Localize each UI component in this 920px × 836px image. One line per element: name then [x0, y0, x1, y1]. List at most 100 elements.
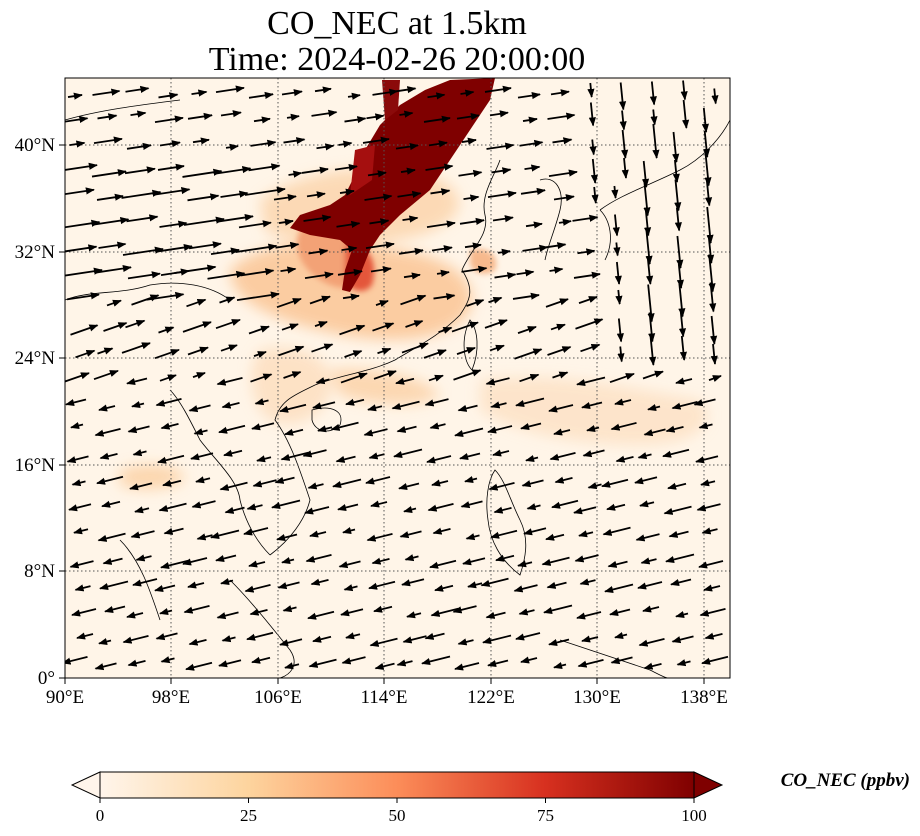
wind-arrow: [558, 218, 572, 226]
title-line-1: CO_NEC at 1.5km: [267, 5, 527, 42]
wind-arrow: [621, 157, 629, 179]
wind-arrow: [155, 632, 178, 641]
wind-arrow: [93, 217, 130, 226]
wind-arrow: [312, 635, 332, 643]
wind-arrow: [248, 163, 281, 172]
wind-arrow: [701, 107, 709, 133]
wind-arrow: [582, 449, 605, 458]
wind-arrow: [645, 227, 653, 265]
wind-arrow: [456, 347, 476, 355]
wind-arrow: [515, 397, 545, 408]
wind-arrow: [461, 265, 488, 273]
wind-arrow: [487, 659, 509, 668]
wind-arrow: [405, 320, 424, 328]
wind-arrow: [514, 348, 543, 360]
wind-arrow: [124, 166, 156, 175]
wind-arrow: [99, 452, 118, 460]
wind-arrow: [311, 109, 338, 117]
wind-arrow: [157, 454, 185, 464]
wind-arrow: [649, 81, 657, 106]
wind-arrow: [634, 476, 658, 485]
wind-arrow: [368, 452, 385, 460]
wind-arrow: [251, 422, 275, 431]
wind-arrow: [700, 479, 716, 487]
wind-arrow: [281, 89, 303, 97]
colorbar-label: CO_NEC (ppbv): [781, 770, 910, 791]
wind-arrow: [615, 455, 634, 463]
wind-arrow: [301, 166, 329, 174]
wind-arrow: [127, 425, 150, 434]
colorbar-extend-max: [693, 771, 724, 799]
wind-arrow: [344, 116, 367, 124]
wind-arrow: [675, 377, 693, 385]
wind-arrow: [157, 163, 185, 171]
wind-arrow: [216, 213, 254, 223]
wind-arrow: [99, 580, 129, 591]
wind-arrow: [283, 371, 302, 379]
wind-arrow: [73, 527, 89, 535]
map-frame: [64, 77, 731, 679]
wind-arrow: [665, 553, 695, 564]
wind-arrow: [466, 299, 485, 307]
wind-arrow: [438, 326, 453, 334]
wind-arrow: [369, 637, 398, 647]
wind-arrow: [526, 503, 541, 511]
wind-arrow: [74, 584, 91, 592]
wind-arrow: [517, 560, 533, 568]
wind-arrow: [460, 500, 483, 509]
wind-arrow: [676, 235, 684, 269]
wind-arrow: [396, 425, 417, 433]
wind-arrow: [154, 115, 184, 123]
wind-arrow: [193, 428, 208, 436]
lat-tick-label: 8°N: [24, 561, 55, 582]
wind-arrow: [330, 421, 359, 431]
wind-arrow: [485, 611, 506, 619]
wind-arrow: [305, 554, 332, 563]
wind-arrow: [155, 398, 182, 407]
wind-arrow: [159, 374, 177, 382]
wind-arrow: [678, 283, 686, 318]
wind-arrow: [362, 136, 390, 144]
wind-arrow: [235, 243, 278, 253]
wind-arrow: [517, 91, 541, 100]
wind-arrow: [587, 482, 602, 490]
wind-arrow: [375, 300, 389, 307]
wind-arrow: [223, 449, 243, 457]
wind-vectors: [65, 80, 729, 671]
wind-arrow: [70, 324, 99, 336]
wind-arrow: [65, 267, 103, 277]
wind-arrow: [482, 634, 512, 645]
wind-arrow: [192, 372, 206, 379]
wind-arrow: [547, 112, 576, 120]
wind-arrow: [698, 560, 724, 569]
wind-arrow: [154, 187, 191, 196]
wind-arrow: [403, 506, 417, 514]
wind-arrow: [97, 532, 126, 542]
wind-arrow: [121, 189, 162, 199]
wind-arrow: [587, 82, 595, 98]
wind-arrow: [65, 398, 87, 407]
wind-arrow: [550, 323, 566, 331]
wind-arrow: [497, 248, 511, 256]
wind-arrow: [646, 255, 654, 285]
wind-arrow: [641, 160, 650, 188]
wind-arrow: [339, 188, 355, 196]
wind-arrow: [158, 326, 175, 334]
wind-arrow: [642, 370, 664, 380]
wind-arrow: [207, 270, 246, 280]
wind-arrow: [274, 476, 295, 484]
wind-arrow: [159, 220, 188, 228]
wind-arrow: [696, 503, 721, 512]
wind-arrow: [643, 180, 651, 217]
wind-arrow: [591, 186, 599, 204]
wind-arrow: [336, 220, 361, 229]
wind-arrow: [345, 398, 365, 406]
wind-arrow: [363, 428, 388, 437]
wind-arrow: [551, 499, 579, 509]
wind-arrow: [154, 348, 180, 360]
wind-arrow: [221, 401, 240, 409]
wind-arrow: [316, 143, 335, 151]
wind-arrow: [427, 92, 446, 100]
wind-arrow: [649, 336, 657, 366]
wind-arrow: [670, 578, 692, 587]
